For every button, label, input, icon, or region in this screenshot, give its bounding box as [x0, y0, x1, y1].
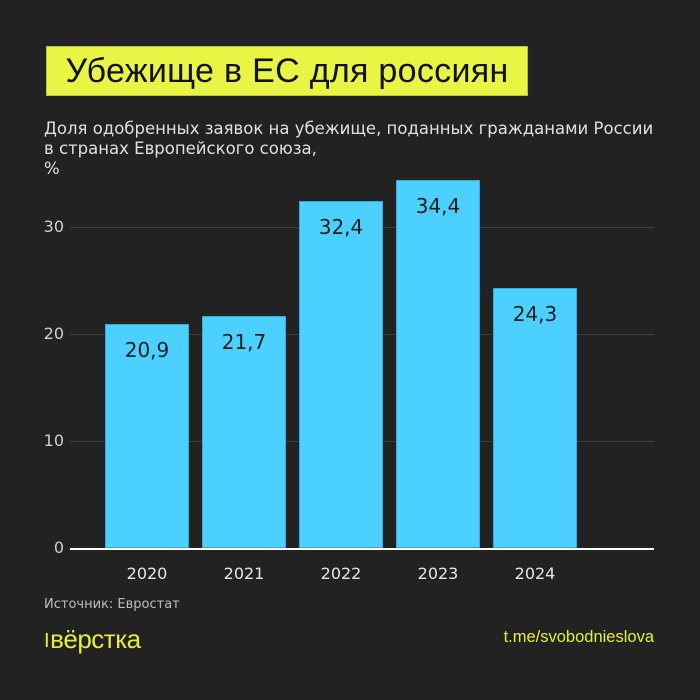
subtitle-text: Доля одобренных заявок на убежище, подан… [44, 119, 654, 158]
source-note: Источник: Евростат [44, 597, 180, 612]
chart-title-box: Убежище в ЕС для россиян [46, 46, 528, 96]
y-tick-30: 30 [43, 217, 64, 236]
x-tick-2020: 2020 [126, 564, 168, 583]
chart-subtitle: Доля одобренных заявок на убежище, подан… [44, 119, 664, 179]
bar-2020 [105, 324, 189, 548]
bar-value-2022: 32,4 [318, 215, 364, 239]
bar-2022 [299, 201, 383, 548]
y-tick-20: 20 [43, 324, 64, 343]
chart-title: Убежище в ЕС для россиян [65, 51, 509, 90]
brand-logo: Iвёрстка [44, 624, 141, 655]
bar-2021 [202, 316, 286, 548]
y-tick-10: 10 [43, 431, 64, 450]
logo-prefix: I [44, 630, 50, 652]
logo-text: вёрстка [50, 624, 141, 654]
bar-value-2021: 21,7 [221, 330, 267, 354]
unit-label: % [44, 159, 60, 178]
bar-value-2020: 20,9 [124, 338, 170, 362]
telegram-link[interactable]: t.me/svobodnieslova [503, 628, 654, 646]
bar-2024 [493, 288, 577, 548]
y-tick-0: 0 [53, 538, 64, 557]
bar-value-2024: 24,3 [512, 302, 558, 326]
x-tick-2021: 2021 [223, 564, 265, 583]
x-tick-2024: 2024 [514, 564, 556, 583]
x-tick-2023: 2023 [417, 564, 459, 583]
x-axis-baseline [70, 548, 654, 550]
x-tick-2022: 2022 [320, 564, 362, 583]
bar-value-2023: 34,4 [415, 194, 461, 218]
bar-2023 [396, 180, 480, 548]
